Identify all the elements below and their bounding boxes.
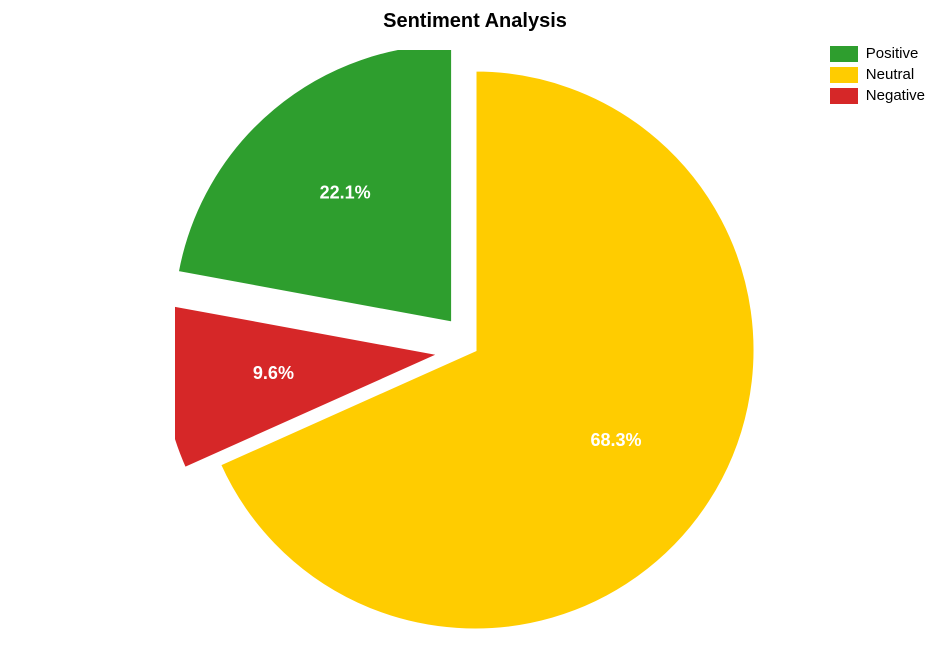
sentiment-chart-container: Sentiment Analysis 68.3% 22.1% 9.6% Positi… [0,0,950,662]
slice-label-neutral: 68.3% [590,430,641,450]
chart-title: Sentiment Analysis [383,10,567,33]
legend-label-neutral: Neutral [866,66,914,83]
legend-label-negative: Negative [866,87,925,104]
legend-swatch-positive [830,46,858,62]
legend-item-negative: Negative [830,87,925,104]
pie-slice-positive [177,50,452,323]
legend-swatch-neutral [830,67,858,83]
slice-label-negative: 9.6% [253,363,294,383]
legend-item-positive: Positive [830,45,925,62]
legend-label-positive: Positive [866,45,919,62]
legend-swatch-negative [830,88,858,104]
legend: Positive Neutral Negative [830,45,925,104]
slice-label-positive: 22.1% [320,183,371,203]
pie-chart: 68.3% 22.1% 9.6% [175,50,775,650]
legend-item-neutral: Neutral [830,66,925,83]
